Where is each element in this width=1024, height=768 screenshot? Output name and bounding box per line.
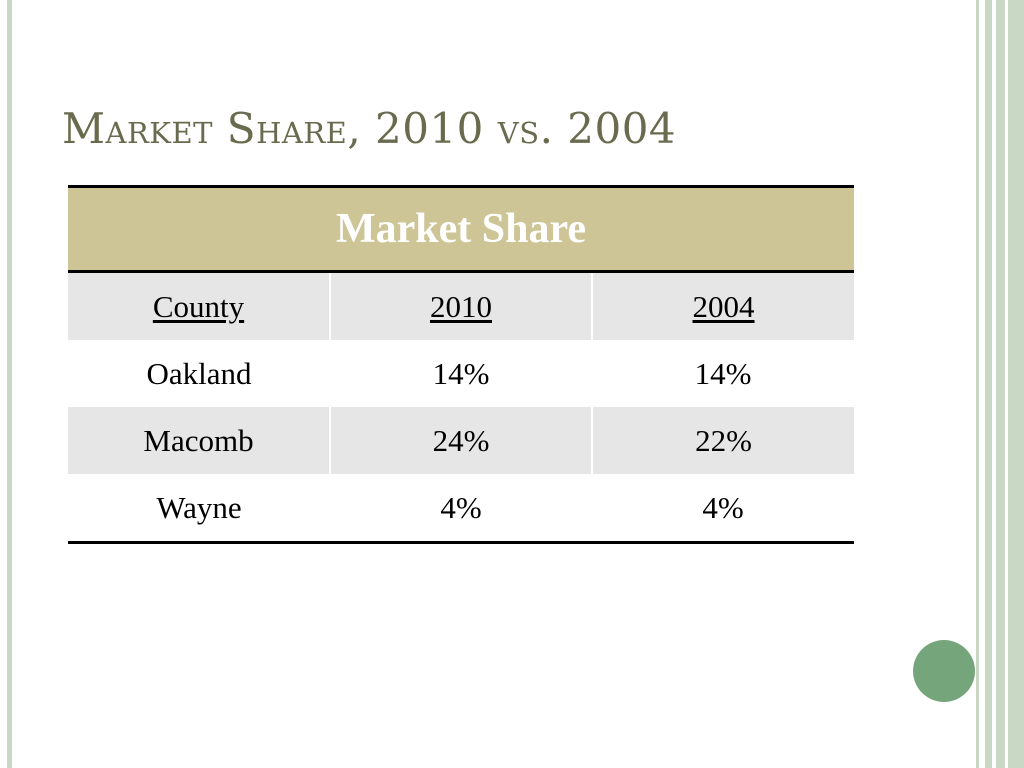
table-cell-2004: 14% <box>694 355 752 391</box>
table-header: Market Share <box>68 185 855 273</box>
column-header-county: County <box>68 271 330 340</box>
column-header-2010: 2010 <box>329 271 592 340</box>
slide-title: Market Share, 2010 vs. 2004 <box>62 104 677 153</box>
band-stripe <box>996 0 1024 768</box>
table-cell-2004: 22% <box>590 407 855 474</box>
table-row: Oakland 14% 14% <box>68 340 854 407</box>
column-header-label: 2004 <box>692 288 755 324</box>
table-cell-2010: 4% <box>330 474 592 544</box>
market-share-table: Market Share County 2010 2004 Oakland 14… <box>68 185 855 544</box>
column-header-label: County <box>152 288 245 324</box>
decorative-circle <box>913 640 975 702</box>
table-row: Macomb 24% 22% <box>68 407 855 474</box>
table-header-row: Market Share <box>68 185 855 273</box>
table-cell-county: Oakland <box>146 355 252 391</box>
band-gap <box>1005 0 1008 768</box>
left-border-rule <box>7 0 12 768</box>
right-decorative-band <box>976 0 1024 768</box>
band-stripe <box>985 0 992 768</box>
table-cell-2010: 24% <box>329 407 592 474</box>
table-cell-county: Wayne <box>68 474 330 544</box>
table-row: Wayne 4% 4% <box>68 474 855 544</box>
band-stripe <box>976 0 979 768</box>
column-header-2004: 2004 <box>590 271 855 340</box>
column-header-row: County 2010 2004 <box>68 271 855 340</box>
table-cell-2010: 14% <box>432 355 490 391</box>
column-header-label: 2010 <box>430 288 492 324</box>
table-cell-2004: 4% <box>592 474 855 544</box>
market-share-table-container: Market Share County 2010 2004 Oakland 14… <box>68 185 855 544</box>
table-cell-county: Macomb <box>68 407 330 474</box>
